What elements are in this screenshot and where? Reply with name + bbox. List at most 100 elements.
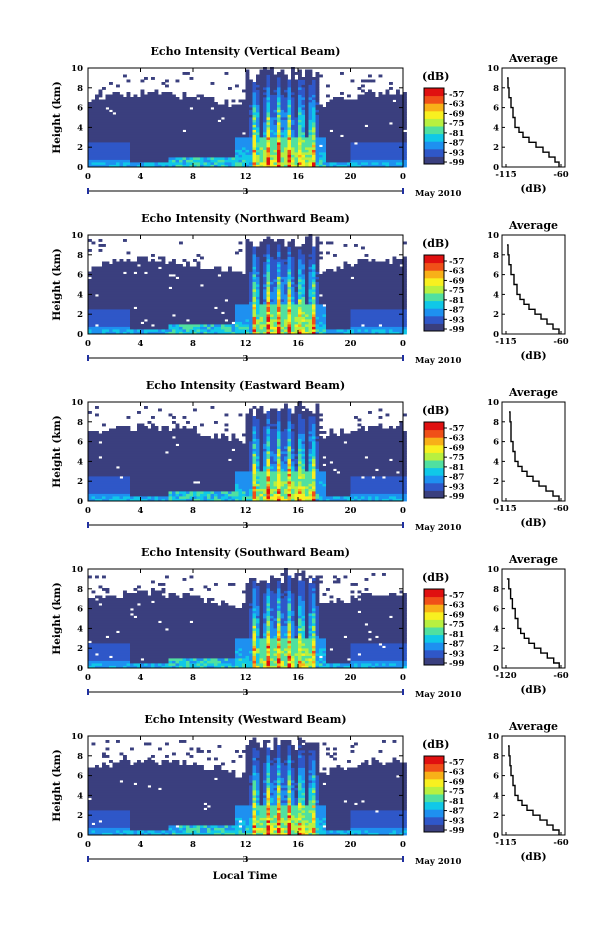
profile-y-tick-label: 4: [493, 457, 499, 467]
profile-frame: [501, 735, 566, 836]
colorbar-unit: (dB): [422, 571, 449, 584]
panel-3: Echo Intensity (Eastward Beam) 0 2 4 6 8 10 Hei…: [51, 379, 569, 533]
profile-y-tick-label: 8: [493, 418, 499, 428]
y-tick-label: 2: [77, 310, 83, 320]
profile-x-tick-label: -115: [495, 337, 516, 347]
profile-x-tick-label: -60: [553, 337, 568, 347]
profile-y-tick-label: 10: [487, 398, 499, 408]
profile-title: Average: [508, 52, 558, 65]
profile-y-tick-label: 0: [493, 330, 499, 340]
profile-frame: [501, 67, 566, 168]
profile-line: [506, 578, 560, 668]
y-tick-label: 10: [71, 565, 83, 575]
colorbar-tick-label: -69: [449, 276, 464, 286]
y-tick-label: 10: [71, 231, 83, 241]
panel-1: Echo Intensity (Vertical Beam) 0 2 4 6 8 10 Hei…: [51, 45, 569, 199]
date-marker: 3: [243, 354, 249, 364]
colorbar-tick-label: -87: [449, 139, 464, 149]
colorbar-tick-label: -63: [449, 267, 464, 277]
profile-x-tick-label: -60: [553, 838, 568, 848]
profile-frame: [501, 568, 566, 669]
profile-y-tick-label: 0: [493, 163, 499, 173]
echo-heatmap: [88, 67, 407, 168]
y-tick-label: 4: [77, 290, 83, 300]
x-tick-label: 0: [400, 840, 406, 850]
y-tick-label: 0: [77, 330, 83, 340]
colorbar-tick-label: -99: [449, 492, 464, 502]
x-tick-label: 16: [292, 172, 304, 182]
colorbar-tick-label: -63: [449, 768, 464, 778]
profile-line: [508, 745, 560, 835]
y-axis-label: Height (km): [51, 81, 63, 153]
colorbar-tick-label: -81: [449, 296, 464, 306]
profile-x-tick-label: -60: [553, 671, 568, 681]
y-tick-label: 0: [77, 163, 83, 173]
colorbar-tick-label: -81: [449, 129, 464, 139]
profile-x-tick-label: -115: [495, 170, 516, 180]
x-tick-label: 8: [190, 339, 196, 349]
y-tick-label: 8: [77, 251, 83, 261]
x-tick-label: 20: [345, 339, 357, 349]
profile-x-tick-label: -120: [495, 671, 516, 681]
panel-title: Echo Intensity (Westward Beam): [144, 713, 346, 726]
profile-y-tick-label: 6: [493, 438, 499, 448]
x-tick-label: 0: [400, 506, 406, 516]
profile-line: [509, 411, 560, 501]
profile-y-tick-label: 10: [487, 565, 499, 575]
profile-y-tick-label: 8: [493, 84, 499, 94]
x-tick-label: 12: [240, 673, 252, 683]
echo-heatmap: [88, 234, 407, 335]
y-tick-label: 2: [77, 644, 83, 654]
profile-frame: [501, 234, 566, 335]
x-tick-label: 12: [240, 506, 252, 516]
profile-panel: Average 0 2 4 6 8 10 -120 -60 (dB): [487, 553, 569, 696]
y-tick-label: 6: [77, 271, 83, 281]
colorbar-tick-label: -99: [449, 659, 464, 669]
date-marker: 3: [243, 855, 249, 865]
profile-xlabel: (dB): [520, 183, 546, 195]
x-tick-label: 0: [85, 339, 91, 349]
y-tick-label: 6: [77, 438, 83, 448]
profile-xlabel: (dB): [520, 851, 546, 863]
echo-heatmap: [88, 401, 407, 502]
profile-panel: Average 0 2 4 6 8 10 -115 -60 (dB): [487, 386, 569, 529]
colorbar-tick-label: -57: [449, 90, 464, 100]
x-tick-label: 0: [400, 339, 406, 349]
profile-x-tick-label: -60: [553, 170, 568, 180]
profile-y-tick-label: 6: [493, 271, 499, 281]
colorbar-tick-label: -69: [449, 777, 464, 787]
y-axis-label: Height (km): [51, 582, 63, 654]
colorbar-tick-label: -93: [449, 148, 464, 158]
x-tick-label: 16: [292, 506, 304, 516]
colorbar-tick-label: -93: [449, 649, 464, 659]
panel-2: Echo Intensity (Northward Beam) 0 2 4 6 8 10 He…: [51, 212, 569, 366]
x-tick-label: 4: [138, 172, 144, 182]
profile-y-tick-label: 2: [493, 143, 499, 153]
date-marker: 3: [243, 688, 249, 698]
colorbar-tick-label: -87: [449, 807, 464, 817]
y-tick-label: 8: [77, 752, 83, 762]
panel-title: Echo Intensity (Southward Beam): [141, 546, 350, 559]
profile-y-tick-label: 6: [493, 605, 499, 615]
x-tick-label: 12: [240, 172, 252, 182]
x-tick-label: 8: [190, 172, 196, 182]
profile-line: [507, 244, 560, 334]
profile-xlabel: (dB): [520, 350, 546, 362]
x-axis-label: Local Time: [213, 870, 278, 882]
colorbar-tick-label: -63: [449, 434, 464, 444]
colorbar-tick-label: -99: [449, 158, 464, 168]
profile-y-tick-label: 2: [493, 644, 499, 654]
profile-x-tick-label: -60: [553, 504, 568, 514]
x-tick-label: 16: [292, 840, 304, 850]
x-tick-label: 8: [190, 840, 196, 850]
x-tick-label: 4: [138, 506, 144, 516]
x-tick-label: 4: [138, 339, 144, 349]
y-tick-label: 4: [77, 457, 83, 467]
x-tick-label: 20: [345, 506, 357, 516]
colorbar-tick-label: -69: [449, 610, 464, 620]
colorbar-frame: [423, 755, 445, 833]
profile-xlabel: (dB): [520, 517, 546, 529]
y-tick-label: 8: [77, 84, 83, 94]
y-tick-label: 0: [77, 497, 83, 507]
colorbar-unit: (dB): [422, 237, 449, 250]
